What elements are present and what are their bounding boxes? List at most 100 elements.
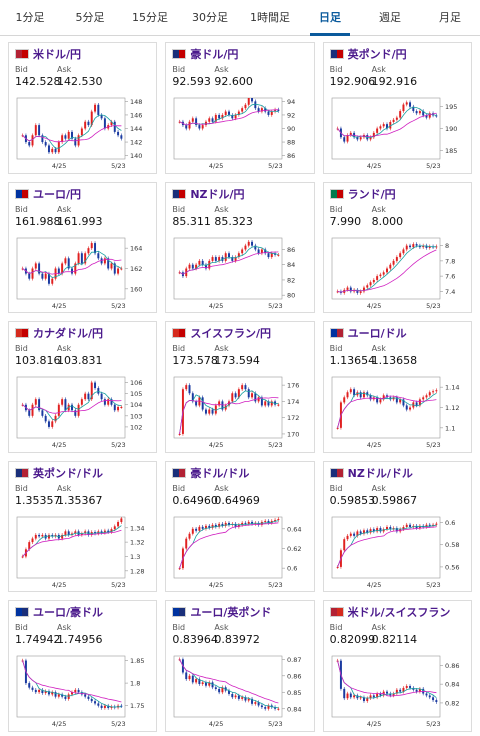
x-tick-label: 5/23 — [426, 720, 441, 728]
tab-1[interactable]: 5分足 — [75, 11, 105, 24]
candle-body — [346, 135, 349, 142]
pair-card-10[interactable]: 豪ドル/ドル Bid Ask 0.64960 0.64969 0.64 0.62 0… — [165, 460, 315, 593]
price-labels: Bid Ask — [330, 623, 465, 632]
x-tick-label: 4/25 — [209, 302, 224, 310]
pair-card-2[interactable]: 英ポンド/円 Bid Ask 192.906 192.916 195 190 185… — [322, 42, 472, 174]
pair-name[interactable]: 米ドル/スイスフラン — [347, 606, 451, 620]
pair-name[interactable]: ユーロ/ドル — [347, 327, 407, 341]
pair-card-0[interactable]: 米ドル/円 Bid Ask 142.528 142.530 148 146 144 1… — [8, 42, 158, 174]
mini-chart[interactable]: 8 7.8 7.6 7.4 4/25 5/23 — [330, 235, 465, 313]
pair-card-7[interactable]: スイスフラン/円 Bid Ask 173.578 173.594 176 174 1… — [165, 321, 315, 453]
pair-card-8[interactable]: ユーロ/ドル Bid Ask 1.13654 1.13658 1.14 1.12 1… — [322, 321, 472, 453]
tab-6[interactable]: 週足 — [379, 11, 401, 24]
candle-body — [192, 393, 195, 402]
candle-body — [336, 290, 339, 292]
pair-card-6[interactable]: カナダドル/円 Bid Ask 103.816 103.831 106 105 10… — [8, 321, 158, 453]
pair-card-5[interactable]: ランド/円 Bid Ask 7.990 8.000 8 7.8 7.6 7.4 4/25… — [322, 181, 472, 314]
candle-body — [103, 706, 106, 709]
pair-name[interactable]: 英ポンド/ドル — [33, 466, 104, 480]
candle-body — [185, 672, 188, 680]
candle-body — [238, 695, 241, 700]
candle-body — [277, 709, 280, 711]
mini-chart[interactable]: 106 105 104 103 102 4/25 5/23 — [15, 374, 150, 452]
mini-chart[interactable]: 176 174 172 170 4/25 5/23 — [172, 374, 307, 452]
candle-body — [103, 118, 106, 129]
pair-name[interactable]: 英ポンド/円 — [347, 48, 407, 61]
candle-body — [408, 524, 411, 527]
tab-3[interactable]: 30分足 — [192, 11, 228, 24]
mini-chart[interactable]: 1.14 1.12 1.1 4/25 5/23 — [330, 374, 465, 452]
mini-chart[interactable]: 164 162 160 4/25 5/23 — [15, 235, 150, 313]
candle-body — [61, 694, 64, 698]
candle-body — [372, 528, 375, 532]
candle-body — [41, 410, 44, 417]
pair-card-12[interactable]: ユーロ/豪ドル Bid Ask 1.74942 1.74956 1.85 1.8 1… — [8, 600, 158, 732]
candle-body — [264, 707, 267, 710]
price-values: 1.35357 1.35367 — [15, 494, 150, 507]
candle-body — [38, 263, 41, 274]
y-tick-label: 0.62 — [287, 545, 301, 553]
mini-chart[interactable]: 0.86 0.84 0.82 4/25 5/23 — [330, 653, 465, 731]
tab-5[interactable]: 日足 — [300, 0, 360, 36]
tab-2[interactable]: 15分足 — [132, 11, 168, 24]
candle-body — [405, 524, 408, 527]
mini-chart[interactable]: 195 190 185 4/25 5/23 — [330, 95, 465, 173]
ask-value: 142.530 — [57, 75, 103, 88]
ma-long-line — [336, 660, 437, 697]
pair-name[interactable]: ユーロ/豪ドル — [33, 606, 104, 620]
y-tick-label: 86 — [287, 246, 295, 254]
pair-name[interactable]: ユーロ/英ポンド — [190, 606, 272, 620]
pair-card-4[interactable]: NZドル/円 Bid Ask 85.311 85.323 86 84 82 80 4/2… — [165, 181, 315, 314]
mini-chart[interactable]: 1.85 1.8 1.75 4/25 5/23 — [15, 653, 150, 731]
price-labels: Bid Ask — [15, 205, 150, 214]
candle-body — [178, 271, 181, 273]
candle-body — [425, 693, 428, 696]
candle-body — [215, 524, 218, 527]
pair-name[interactable]: 豪ドル/ドル — [190, 466, 250, 480]
candle-body — [251, 393, 254, 398]
tab-0[interactable]: 1分足 — [15, 11, 45, 24]
mini-chart[interactable]: 0.6 0.58 0.56 4/25 5/23 — [330, 514, 465, 592]
mini-chart[interactable]: 0.87 0.86 0.85 0.84 4/25 5/23 — [172, 653, 307, 731]
tab-7[interactable]: 月足 — [439, 11, 461, 24]
pair-name[interactable]: ユーロ/円 — [33, 187, 82, 201]
candle-body — [234, 695, 237, 698]
candle-body — [64, 399, 67, 411]
pair-name[interactable]: NZドル/ドル — [347, 466, 413, 480]
bid-value: 1.35357 — [15, 493, 61, 507]
pair-name[interactable]: 豪ドル/円 — [190, 48, 239, 61]
price-values: 1.13654 1.13658 — [330, 354, 465, 367]
pair-name[interactable]: スイスフラン/円 — [190, 327, 272, 341]
pair-name[interactable]: カナダドル/円 — [33, 327, 104, 341]
candle-body — [382, 271, 385, 275]
candle-body — [379, 274, 382, 276]
bid-label: Bid — [329, 483, 343, 493]
tab-4[interactable]: 1時間足 — [250, 11, 290, 24]
bid-label: Bid — [15, 344, 28, 354]
plot-frame — [174, 516, 283, 579]
candle-body — [38, 125, 41, 136]
pair-name[interactable]: ランド/円 — [347, 187, 396, 201]
mini-chart[interactable]: 0.64 0.62 0.6 4/25 5/23 — [172, 514, 307, 592]
candle-body — [362, 392, 365, 398]
mini-chart[interactable]: 94 92 90 88 86 4/25 5/23 — [172, 95, 307, 173]
mini-chart[interactable]: 1.34 1.32 1.3 1.28 4/25 5/23 — [15, 514, 150, 592]
pair-card-1[interactable]: 豪ドル/円 Bid Ask 92.593 92.600 94 92 90 88 86 4/… — [165, 42, 315, 174]
x-tick-label: 5/23 — [426, 302, 441, 310]
candle-body — [113, 263, 116, 274]
candle-body — [192, 118, 195, 122]
candle-body — [241, 522, 244, 525]
candle-body — [244, 385, 247, 390]
pair-name[interactable]: NZドル/円 — [190, 187, 245, 201]
candle-body — [359, 137, 362, 140]
pair-card-14[interactable]: 米ドル/スイスフラン Bid Ask 0.82099 0.82114 0.86 0… — [322, 600, 472, 732]
x-tick-label: 4/25 — [52, 162, 67, 170]
pair-card-3[interactable]: ユーロ/円 Bid Ask 161.988 161.993 164 162 160 4… — [8, 181, 158, 314]
candle-body — [257, 249, 260, 253]
pair-card-13[interactable]: ユーロ/英ポンド Bid Ask 0.83964 0.83972 0.87 0.8… — [165, 600, 315, 732]
mini-chart[interactable]: 148 146 144 142 140 4/25 5/23 — [15, 95, 150, 173]
pair-card-9[interactable]: 英ポンド/ドル Bid Ask 1.35357 1.35367 1.34 1.32… — [8, 460, 158, 593]
mini-chart[interactable]: 86 84 82 80 4/25 5/23 — [172, 235, 307, 313]
pair-name[interactable]: 米ドル/円 — [33, 48, 82, 61]
pair-card-11[interactable]: NZドル/ドル Bid Ask 0.59853 0.59867 0.6 0.58 0… — [322, 460, 472, 593]
